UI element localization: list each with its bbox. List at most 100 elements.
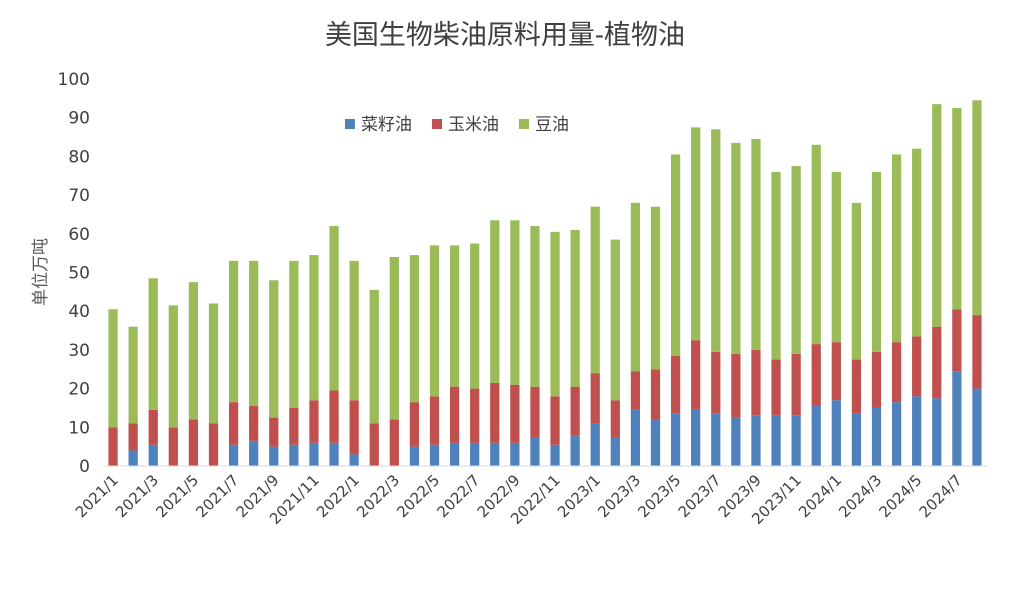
bar-segment xyxy=(811,144,821,345)
x-tick-label: 2023/5 xyxy=(634,471,684,521)
y-tick-label: 20 xyxy=(68,380,90,400)
bar-segment xyxy=(932,104,942,327)
bar-segment xyxy=(510,442,520,466)
bar-segment xyxy=(208,423,219,466)
bar-segment xyxy=(188,282,199,420)
bar-segment xyxy=(610,239,620,401)
bar-segment xyxy=(912,148,922,337)
x-tick-label: 2021/1 xyxy=(72,471,122,521)
bar-segment xyxy=(871,171,882,352)
bar-segment xyxy=(630,202,641,372)
y-tick-label: 30 xyxy=(68,341,90,361)
bar-segment xyxy=(791,415,801,466)
bar-segment xyxy=(630,371,641,410)
bar-segment xyxy=(791,353,801,416)
bar-segment xyxy=(932,398,942,466)
y-tick-label: 90 xyxy=(68,109,90,129)
bar-segment xyxy=(650,206,661,370)
bar-segment xyxy=(670,413,681,466)
y-tick-label: 50 xyxy=(68,264,90,284)
bar-segment xyxy=(530,436,540,466)
y-tick-label: 80 xyxy=(68,147,90,167)
x-tick-label: 2024/5 xyxy=(875,471,925,521)
legend-swatch xyxy=(345,119,355,129)
y-tick-label: 60 xyxy=(68,225,90,245)
bar-segment xyxy=(128,423,138,451)
bar-segment xyxy=(630,409,641,466)
bar-segment xyxy=(429,396,440,445)
bar-segment xyxy=(711,413,721,466)
bar-segment xyxy=(289,444,299,466)
bar-segment xyxy=(691,340,701,410)
y-tick-label: 40 xyxy=(68,302,90,322)
bar-segment xyxy=(530,386,540,437)
bar-segment xyxy=(731,417,741,466)
x-tick-label: 2023/3 xyxy=(594,471,644,521)
bar-segment xyxy=(530,226,540,387)
x-axis-ticks: 2021/12021/32021/52021/72021/92021/11202… xyxy=(72,471,966,528)
bar-segment xyxy=(168,305,178,428)
bar-segment xyxy=(228,260,239,403)
bar-segment xyxy=(349,400,359,455)
bar-segment xyxy=(691,409,701,466)
bar-segment xyxy=(289,260,299,408)
bar-segment xyxy=(751,415,761,466)
bar-segment xyxy=(691,127,701,341)
bar-segment xyxy=(269,446,279,466)
bar-segment xyxy=(590,373,600,424)
x-tick-label: 2022/7 xyxy=(433,471,483,521)
bar-segment xyxy=(972,100,982,316)
bar-segment xyxy=(771,171,781,360)
bar-segment xyxy=(188,419,199,466)
bar-segment xyxy=(771,359,781,416)
bar-segment xyxy=(470,243,480,389)
x-tick-label: 2021/3 xyxy=(112,471,162,521)
x-tick-label: 2022/5 xyxy=(393,471,443,521)
bar-segment xyxy=(751,349,761,416)
x-tick-label: 2022/1 xyxy=(313,471,363,521)
bar-segment xyxy=(610,436,620,466)
bar-segment xyxy=(912,396,922,466)
bar-segment xyxy=(449,386,460,443)
bar-segment xyxy=(871,351,882,408)
bar-segment xyxy=(891,154,902,343)
bar-segment xyxy=(490,382,500,443)
y-tick-label: 100 xyxy=(58,70,90,90)
bar-segment xyxy=(871,407,882,466)
bar-segment xyxy=(148,278,158,410)
bar-segment xyxy=(711,129,721,352)
chart-title: 美国生物柴油原料用量-植物油 xyxy=(325,20,685,51)
bar-segment xyxy=(269,417,279,447)
bar-segment xyxy=(670,355,681,414)
bar-segment xyxy=(228,444,239,466)
bar-segment xyxy=(510,384,520,443)
bar-segment xyxy=(851,413,862,466)
x-tick-label: 2024/7 xyxy=(916,471,966,521)
legend-label: 豆油 xyxy=(535,115,569,135)
bar-segment xyxy=(269,280,279,418)
bar-segment xyxy=(831,171,841,343)
bar-segment xyxy=(952,309,962,372)
y-tick-label: 0 xyxy=(79,457,90,477)
bar-segment xyxy=(771,415,781,466)
y-axis-ticks: 0 10 20 30 40 50 60 70 80 90 100 xyxy=(58,70,90,477)
y-axis-label: 单位万吨 xyxy=(31,238,51,306)
bar-segment xyxy=(228,402,239,445)
x-tick-label: 2024/1 xyxy=(795,471,845,521)
bar-segment xyxy=(369,289,379,424)
bar-segment xyxy=(891,342,902,403)
bar-segment xyxy=(490,220,500,383)
bar-segment xyxy=(831,342,841,401)
bar-segment xyxy=(650,369,661,420)
bar-segment xyxy=(208,303,219,424)
bar-segment xyxy=(811,344,821,407)
bar-segment xyxy=(570,386,580,436)
bar-segment xyxy=(731,353,741,418)
bar-segment xyxy=(550,444,560,466)
bar-segment xyxy=(470,388,480,443)
bar-segment xyxy=(409,446,420,466)
legend-swatch xyxy=(432,119,442,129)
bar-segment xyxy=(490,442,500,466)
bar-segment xyxy=(389,257,399,420)
